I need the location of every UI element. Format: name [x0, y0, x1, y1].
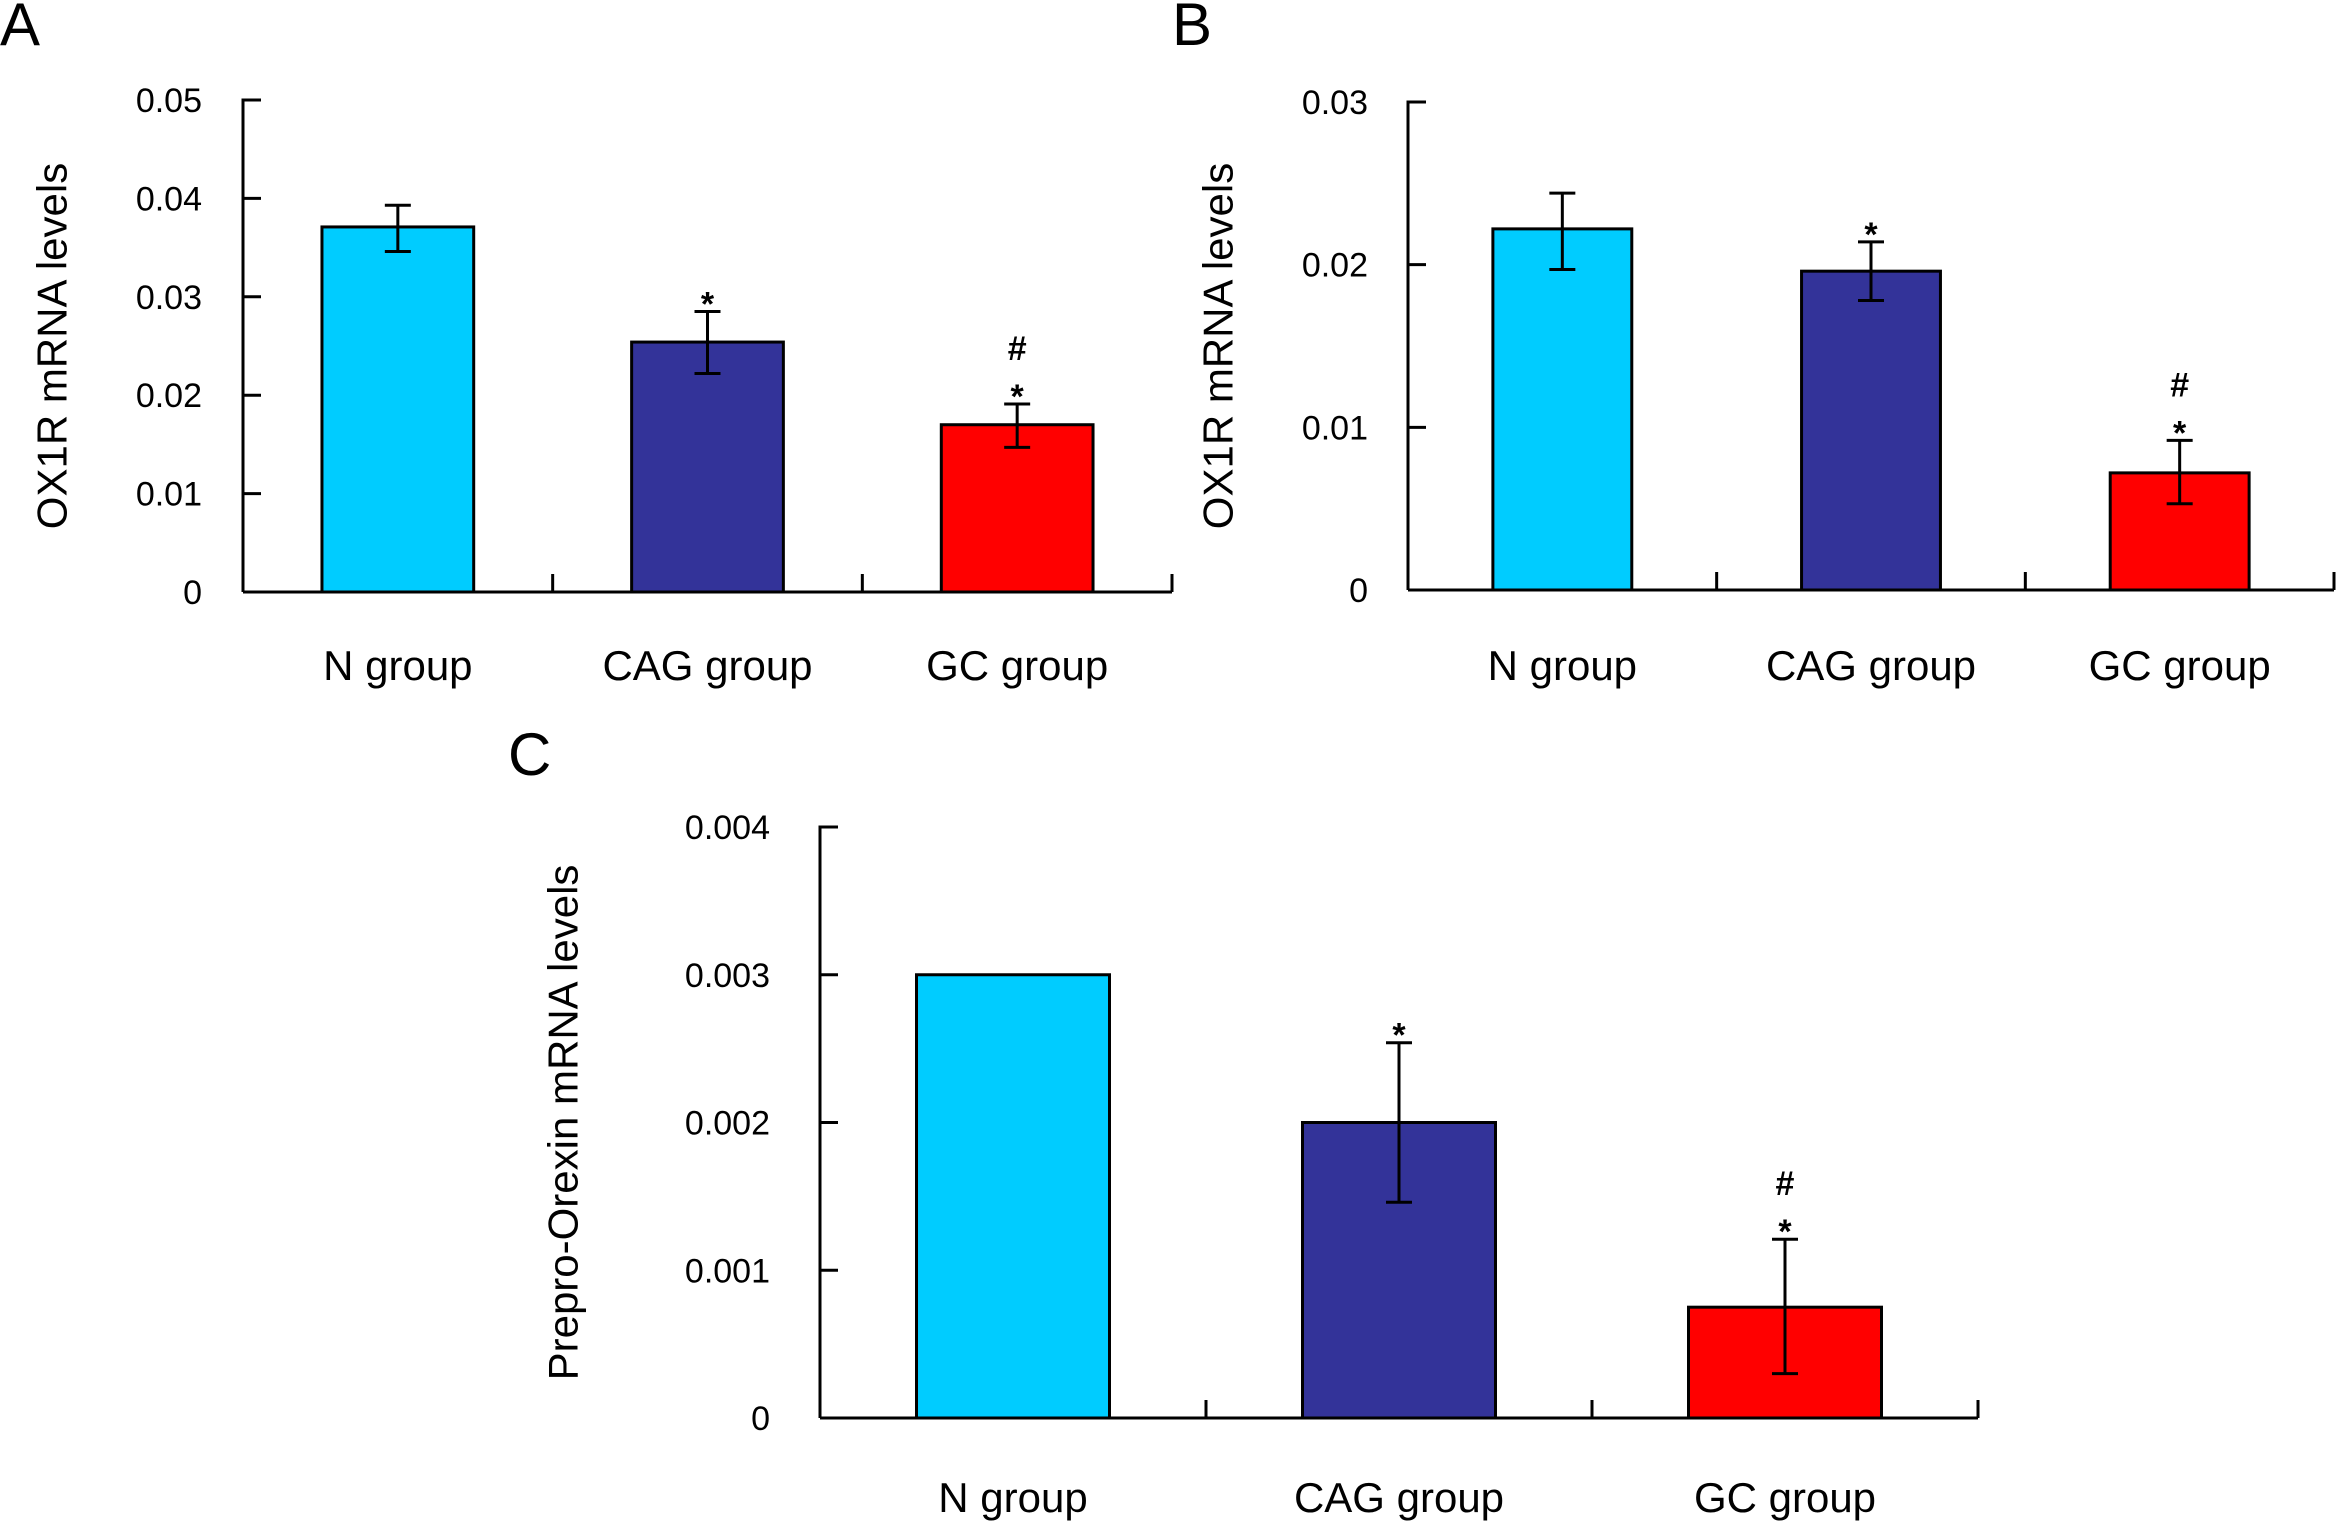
y-axis-title: Prepro-Orexin mRNA levels — [540, 865, 587, 1381]
bar-cag-group — [630, 340, 785, 594]
y-tick-label: 0.04 — [136, 180, 202, 218]
bar-n-group — [320, 225, 476, 594]
panel-letter: B — [1172, 0, 1212, 58]
y-tick-label: 0.02 — [1302, 247, 1368, 285]
y-tick-label: 0.004 — [685, 809, 770, 847]
x-tick-label: N group — [938, 1474, 1087, 1521]
y-tick-label: 0.01 — [1302, 409, 1368, 447]
y-tick-label: 0.03 — [136, 279, 202, 317]
error-bar — [1549, 191, 1576, 272]
significance-star: * — [1778, 1213, 1792, 1251]
y-tick-label: 0.02 — [136, 377, 202, 415]
error-bar — [1386, 1041, 1412, 1204]
y-tick-label: 0 — [183, 574, 202, 612]
x-tick-label: CAG group — [1766, 642, 1976, 689]
error-bar — [384, 203, 411, 254]
significance-star: * — [2173, 414, 2187, 452]
bar-n-group — [1491, 227, 1634, 592]
y-tick-label: 0.05 — [136, 82, 202, 120]
significance-star: * — [1864, 216, 1878, 254]
y-tick-label: 0.002 — [685, 1105, 770, 1143]
x-tick-label: N group — [323, 642, 472, 689]
y-axis-title: OX1R mRNA levels — [29, 163, 76, 529]
panel-b: B * * #0 0.01 0.02 0.03 N group CAG group GC grou… — [1172, 0, 2336, 689]
x-tick-label: GC group — [2089, 642, 2271, 689]
panel-letter: A — [0, 0, 40, 58]
y-tick-label: 0 — [1349, 572, 1368, 610]
significance-hash: # — [2170, 366, 2189, 404]
y-tick-label: 0.001 — [685, 1252, 770, 1290]
panel-a: A * * #0 0.01 0.02 0.03 0.04 0.05 N group CAG grou… — [0, 0, 1174, 689]
x-tick-label: GC group — [1694, 1474, 1876, 1521]
significance-star: * — [701, 286, 715, 324]
panel-c: C * * #0 0.001 0.002 0.003 0.004 N group CAG grou… — [508, 721, 1980, 1521]
error-bar — [2166, 438, 2193, 506]
x-tick-label: N group — [1488, 642, 1637, 689]
x-tick-label: CAG group — [602, 642, 812, 689]
y-tick-label: 0.01 — [136, 476, 202, 514]
bar-gc-group — [939, 423, 1095, 594]
error-bar — [694, 310, 721, 376]
significance-star: * — [1011, 378, 1025, 416]
x-tick-label: CAG group — [1294, 1474, 1504, 1521]
y-tick-label: 0 — [751, 1400, 770, 1438]
error-bar — [1858, 240, 1884, 302]
y-tick-label: 0.003 — [685, 957, 770, 995]
error-bar — [1004, 402, 1031, 449]
significance-hash: # — [1776, 1165, 1795, 1203]
bar-n-group — [915, 973, 1111, 1420]
y-tick-label: 0.03 — [1302, 84, 1368, 122]
error-bar — [1772, 1237, 1798, 1376]
y-axis-title: OX1R mRNA levels — [1195, 163, 1242, 529]
x-tick-label: GC group — [926, 642, 1108, 689]
significance-star: * — [1392, 1017, 1406, 1055]
significance-hash: # — [1008, 330, 1027, 368]
panel-letter: C — [508, 721, 551, 788]
bar-cag-group — [1800, 269, 1942, 592]
